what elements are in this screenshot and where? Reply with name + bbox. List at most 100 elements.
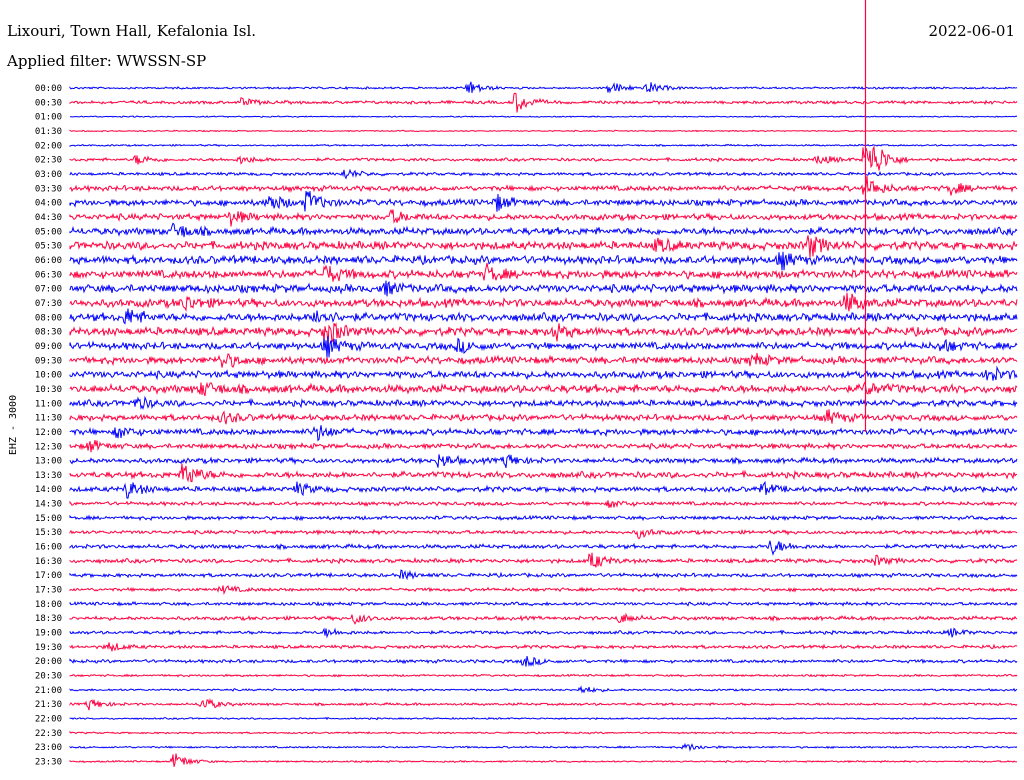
trace-row xyxy=(69,92,1018,113)
time-tick-label: 06:00 xyxy=(35,256,62,266)
trace-row xyxy=(69,612,1018,625)
trace-row xyxy=(69,145,1018,171)
time-tick-label: 15:00 xyxy=(35,514,62,524)
trace-row xyxy=(69,425,1018,442)
time-tick-label: 00:00 xyxy=(35,84,62,94)
time-tick-label: 09:30 xyxy=(35,356,62,366)
time-tick-label: 17:00 xyxy=(35,571,62,581)
trace-row xyxy=(69,655,1018,667)
time-tick-label: 11:00 xyxy=(35,399,62,409)
trace-row xyxy=(69,168,1018,180)
trace-row xyxy=(69,463,1018,483)
trace-row xyxy=(69,685,1018,694)
trace-row xyxy=(69,352,1018,368)
trace-row xyxy=(69,280,1018,297)
time-tick-label: 09:00 xyxy=(35,342,62,352)
station-title: Lixouri, Town Hall, Kefalonia Isl. xyxy=(7,22,256,40)
time-tick-label: 10:30 xyxy=(35,385,62,395)
trace-row xyxy=(69,454,1018,468)
time-tick-label: 14:00 xyxy=(35,485,62,495)
time-tick-label: 04:00 xyxy=(35,199,62,209)
tick-group: 00:00 00:30 01:00 01:30 02:00 02:30 03:00 03:30… xyxy=(35,84,62,768)
time-tick-label: 23:00 xyxy=(35,743,62,753)
date-label: 2022-06-01 xyxy=(929,22,1015,40)
time-tick-label: 05:00 xyxy=(35,227,62,237)
time-tick-label: 17:30 xyxy=(35,586,62,596)
time-tick-label: 08:00 xyxy=(35,313,62,323)
time-tick-label: 05:30 xyxy=(35,242,62,252)
trace-row xyxy=(69,292,1018,312)
trace-row xyxy=(69,336,1018,358)
trace-row xyxy=(70,115,1018,119)
time-tick-label: 16:00 xyxy=(35,543,62,553)
time-tick-label: 18:30 xyxy=(35,614,62,624)
trace-row xyxy=(69,251,1018,271)
time-tick-label: 18:00 xyxy=(35,600,62,610)
time-tick-label: 13:00 xyxy=(35,457,62,467)
time-tick-label: 06:30 xyxy=(35,270,62,280)
time-tick-label: 22:30 xyxy=(35,729,62,739)
trace-row xyxy=(69,500,1018,508)
trace-row xyxy=(69,308,1018,325)
time-tick-label: 16:30 xyxy=(35,557,62,567)
time-tick-label: 20:30 xyxy=(35,672,62,682)
time-tick-label: 19:30 xyxy=(35,643,62,653)
trace-group xyxy=(69,81,1018,767)
time-tick-label: 03:30 xyxy=(35,184,62,194)
trace-row xyxy=(69,600,1018,607)
time-tick-label: 03:00 xyxy=(35,170,62,180)
time-tick-label: 08:30 xyxy=(35,328,62,338)
time-tick-label: 14:30 xyxy=(35,500,62,510)
channel-label: EHZ - 3000 xyxy=(8,395,19,455)
trace-row xyxy=(69,753,1018,767)
time-tick-label: 02:00 xyxy=(35,141,62,151)
time-tick-label: 12:30 xyxy=(35,442,62,452)
time-tick-label: 07:30 xyxy=(35,299,62,309)
trace-row xyxy=(69,208,1018,227)
time-tick-label: 00:30 xyxy=(35,98,62,108)
time-tick-label: 10:00 xyxy=(35,371,62,381)
trace-row xyxy=(69,439,1018,453)
time-tick-label: 20:00 xyxy=(35,657,62,667)
trace-row xyxy=(69,627,1018,639)
time-tick-label: 21:00 xyxy=(35,686,62,696)
trace-row xyxy=(69,409,1018,425)
trace-row xyxy=(69,365,1018,381)
time-tick-label: 13:30 xyxy=(35,471,62,481)
trace-row xyxy=(69,190,1018,212)
trace-row xyxy=(69,528,1018,540)
trace-row xyxy=(69,514,1018,522)
trace-row xyxy=(69,175,1018,196)
time-tick-label: 07:00 xyxy=(35,285,62,295)
trace-row xyxy=(69,673,1018,678)
trace-row xyxy=(69,552,1018,568)
trace-row xyxy=(69,322,1018,346)
trace-row xyxy=(69,742,1018,752)
trace-row xyxy=(69,585,1018,596)
time-tick-label: 15:30 xyxy=(35,528,62,538)
trace-row xyxy=(69,129,1018,133)
trace-row xyxy=(69,395,1018,411)
trace-row xyxy=(69,262,1018,282)
trace-row xyxy=(69,235,1018,258)
time-tick-label: 19:00 xyxy=(35,629,62,639)
time-tick-label: 21:30 xyxy=(35,700,62,710)
trace-row xyxy=(69,222,1018,238)
time-tick-label: 22:00 xyxy=(35,715,62,725)
time-tick-label: 04:30 xyxy=(35,213,62,223)
trace-row xyxy=(69,569,1018,581)
time-tick-label: 01:00 xyxy=(35,113,62,123)
time-tick-label: 01:30 xyxy=(35,127,62,137)
trace-row xyxy=(69,698,1018,711)
time-tick-label: 02:30 xyxy=(35,156,62,166)
trace-row xyxy=(69,730,1018,735)
time-tick-label: 23:30 xyxy=(35,758,62,768)
trace-row xyxy=(69,381,1018,397)
trace-row xyxy=(69,81,1018,94)
time-tick-label: 11:30 xyxy=(35,414,62,424)
trace-row xyxy=(69,480,1018,499)
filter-label: Applied filter: WWSSN-SP xyxy=(6,52,206,70)
time-tick-label: 12:00 xyxy=(35,428,62,438)
trace-row xyxy=(69,642,1018,652)
